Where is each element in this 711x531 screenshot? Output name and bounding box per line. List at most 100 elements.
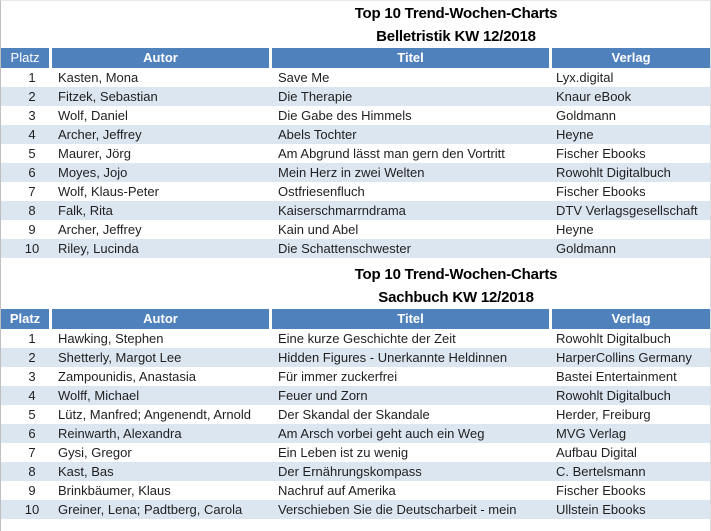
table-row: 5 Maurer, Jörg Am Abgrund lässt man gern… <box>1 144 710 163</box>
table-row: 2 Shetterly, Margot Lee Hidden Figures -… <box>1 348 710 367</box>
table-row: 1 Kasten, Mona Save Me Lyx.digital <box>1 68 710 87</box>
cell-verlag: Herder, Freiburg <box>556 407 651 422</box>
cell-titel: Die Schattenschwester <box>278 241 411 256</box>
cell-platz: 4 <box>28 127 36 142</box>
cell-autor: Gysi, Gregor <box>58 445 132 460</box>
cell-platz: 8 <box>28 464 36 479</box>
table-row: 5 Lütz, Manfred; Angenendt, Arnold Der S… <box>1 405 710 424</box>
cell-verlag: Heyne <box>556 222 594 237</box>
cell-platz: 6 <box>28 426 36 441</box>
table-row: 3 Wolf, Daniel Die Gabe des Himmels Gold… <box>1 106 710 125</box>
cell-verlag: Bastei Entertainment <box>556 369 677 384</box>
cell-autor: Fitzek, Sebastian <box>58 89 158 104</box>
cell-platz: 5 <box>28 407 36 422</box>
table-row: 4 Wolff, Michael Feuer und Zorn Rowohlt … <box>1 386 710 405</box>
table-body: 1 Kasten, Mona Save Me Lyx.digital 2 Fit… <box>1 68 710 258</box>
cell-autor: Brinkbäumer, Klaus <box>58 483 171 498</box>
cell-titel: Verschieben Sie die Deutscharbeit - mein <box>278 502 517 517</box>
table-title: Top 10 Trend-Wochen-Charts Belletristik … <box>203 1 709 48</box>
column-header-autor: Autor <box>52 48 269 68</box>
cell-verlag: DTV Verlagsgesellschaft <box>556 203 698 218</box>
cell-verlag: Fischer Ebooks <box>556 184 646 199</box>
table-row: 3 Zampounidis, Anastasia Für immer zucke… <box>1 367 710 386</box>
cell-platz: 3 <box>28 369 36 384</box>
table-row: 9 Brinkbäumer, Klaus Nachruf auf Amerika… <box>1 481 710 500</box>
table-row: 2 Fitzek, Sebastian Die Therapie Knaur e… <box>1 87 710 106</box>
cell-verlag: Rowohlt Digitalbuch <box>556 388 671 403</box>
table-row: 9 Archer, Jeffrey Kain und Abel Heyne <box>1 220 710 239</box>
cell-platz: 9 <box>28 222 36 237</box>
cell-verlag: Heyne <box>556 127 594 142</box>
cell-titel: Die Gabe des Himmels <box>278 108 412 123</box>
cell-titel: Hidden Figures - Unerkannte Heldinnen <box>278 350 508 365</box>
cell-titel: Am Abgrund lässt man gern den Vortritt <box>278 146 505 161</box>
table-header-row: Platz Autor Titel Verlag <box>1 48 710 68</box>
cell-autor: Wolff, Michael <box>58 388 140 403</box>
cell-verlag: Goldmann <box>556 241 616 256</box>
cell-verlag: C. Bertelsmann <box>556 464 646 479</box>
cell-platz: 5 <box>28 146 36 161</box>
cell-platz: 4 <box>28 388 36 403</box>
cell-autor: Maurer, Jörg <box>58 146 131 161</box>
column-header-titel: Titel <box>272 48 549 68</box>
table-body: 1 Hawking, Stephen Eine kurze Geschichte… <box>1 329 710 519</box>
cell-titel: Kaiserschmarrndrama <box>278 203 406 218</box>
cell-autor: Archer, Jeffrey <box>58 127 142 142</box>
column-header-verlag: Verlag <box>552 48 710 68</box>
column-header-platz: Platz <box>1 309 49 329</box>
cell-platz: 7 <box>28 445 36 460</box>
cell-autor: Moyes, Jojo <box>58 165 128 180</box>
table-title-line2: Belletristik KW 12/2018 <box>376 28 536 45</box>
cell-autor: Zampounidis, Anastasia <box>58 369 197 384</box>
cell-autor: Archer, Jeffrey <box>58 222 142 237</box>
cell-titel: Am Arsch vorbei geht auch ein Weg <box>278 426 485 441</box>
cell-titel: Eine kurze Geschichte der Zeit <box>278 331 456 346</box>
table-title-line2: Sachbuch KW 12/2018 <box>378 289 534 306</box>
table-row: 6 Reinwarth, Alexandra Am Arsch vorbei g… <box>1 424 710 443</box>
table-row: 6 Moyes, Jojo Mein Herz in zwei Welten R… <box>1 163 710 182</box>
cell-platz: 2 <box>28 89 36 104</box>
cell-verlag: Rowohlt Digitalbuch <box>556 331 671 346</box>
sachbuch-chart-table: Top 10 Trend-Wochen-Charts Sachbuch KW 1… <box>1 258 710 519</box>
cell-autor: Greiner, Lena; Padtberg, Carola <box>58 502 243 517</box>
cell-verlag: Lyx.digital <box>556 70 614 85</box>
table-row: 4 Archer, Jeffrey Abels Tochter Heyne <box>1 125 710 144</box>
cell-titel: Mein Herz in zwei Welten <box>278 165 425 180</box>
column-header-platz: Platz <box>1 48 49 68</box>
cell-titel: Für immer zuckerfrei <box>278 369 398 384</box>
cell-platz: 6 <box>28 165 36 180</box>
table-row: 8 Kast, Bas Der Ernährungskompass C. Ber… <box>1 462 710 481</box>
cell-verlag: Rowohlt Digitalbuch <box>556 165 671 180</box>
belletristik-chart-table: Top 10 Trend-Wochen-Charts Belletristik … <box>1 1 710 258</box>
cell-titel: Nachruf auf Amerika <box>278 483 396 498</box>
cell-platz: 8 <box>28 203 36 218</box>
cell-titel: Ein Leben ist zu wenig <box>278 445 409 460</box>
cell-titel: Abels Tochter <box>278 127 357 142</box>
cell-titel: Feuer und Zorn <box>278 388 368 403</box>
cell-titel: Der Skandal der Skandale <box>278 407 430 422</box>
cell-autor: Kast, Bas <box>58 464 114 479</box>
table-row: 1 Hawking, Stephen Eine kurze Geschichte… <box>1 329 710 348</box>
cell-autor: Wolf, Daniel <box>58 108 128 123</box>
cell-platz: 3 <box>28 108 36 123</box>
cell-autor: Hawking, Stephen <box>58 331 164 346</box>
table-title: Top 10 Trend-Wochen-Charts Sachbuch KW 1… <box>203 258 709 309</box>
cell-verlag: Ullstein Ebooks <box>556 502 646 517</box>
cell-platz: 1 <box>28 331 36 346</box>
cell-autor: Lütz, Manfred; Angenendt, Arnold <box>58 407 251 422</box>
cell-autor: Riley, Lucinda <box>58 241 139 256</box>
cell-titel: Save Me <box>278 70 330 85</box>
cell-verlag: HarperCollins Germany <box>556 350 692 365</box>
cell-platz: 1 <box>28 70 36 85</box>
cell-titel: Ostfriesenfluch <box>278 184 365 199</box>
table-row: 10 Riley, Lucinda Die Schattenschwester … <box>1 239 710 258</box>
cell-titel: Kain und Abel <box>278 222 359 237</box>
table-title-line1: Top 10 Trend-Wochen-Charts <box>354 5 558 22</box>
cell-autor: Wolf, Klaus-Peter <box>58 184 159 199</box>
cell-titel: Der Ernährungskompass <box>278 464 422 479</box>
cell-verlag: Fischer Ebooks <box>556 483 646 498</box>
cell-autor: Falk, Rita <box>58 203 113 218</box>
cell-platz: 2 <box>28 350 36 365</box>
table-row: 8 Falk, Rita Kaiserschmarrndrama DTV Ver… <box>1 201 710 220</box>
